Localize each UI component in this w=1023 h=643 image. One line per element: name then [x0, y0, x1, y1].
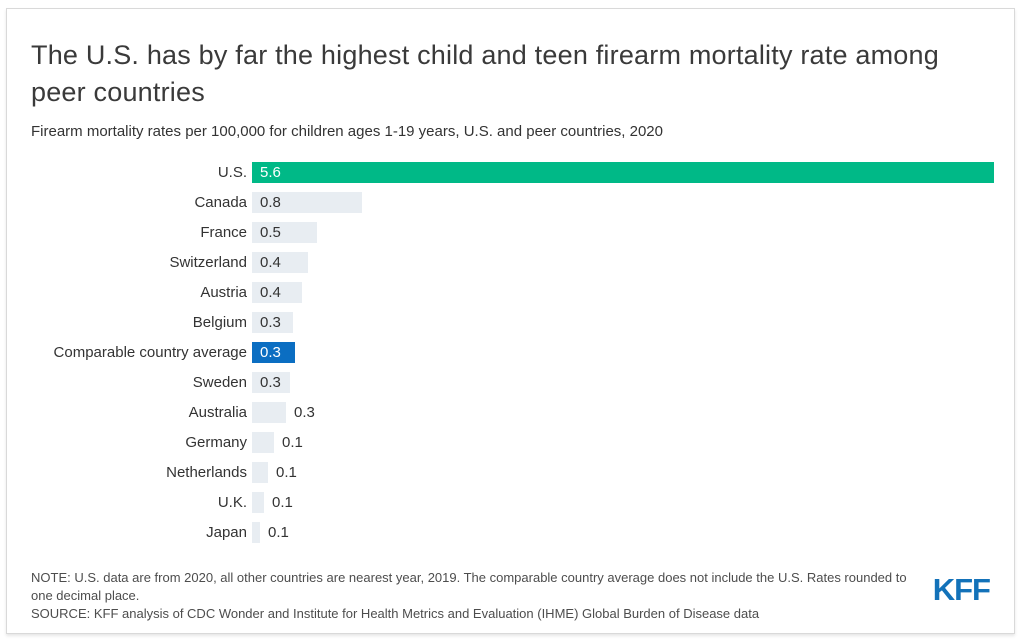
bar: 0.8	[252, 192, 362, 213]
value-label: 0.1	[276, 464, 297, 481]
bar-row: Japan 0.1	[31, 522, 990, 543]
value-label: 0.4	[260, 284, 281, 301]
country-label: Australia	[188, 404, 247, 421]
country-label: France	[200, 224, 247, 241]
bar	[252, 492, 264, 513]
bar: 0.5	[252, 222, 317, 243]
chart-subtitle: Firearm mortality rates per 100,000 for …	[31, 123, 663, 140]
country-label: U.S.	[217, 164, 247, 181]
kff-logo: KFF	[932, 572, 991, 607]
value-label: 0.1	[282, 434, 303, 451]
value-label: 0.3	[260, 314, 281, 331]
bar-row: U.K. 0.1	[31, 492, 990, 513]
value-label: 0.1	[268, 524, 289, 541]
bar-row: U.S. 5.6	[31, 162, 994, 183]
bar	[252, 522, 260, 543]
bar-row: Netherlands 0.1	[31, 462, 990, 483]
bar: 0.3	[252, 342, 295, 363]
value-label: 5.6	[260, 164, 281, 181]
value-label: 0.3	[294, 404, 315, 421]
bar-row: Canada 0.8	[31, 192, 990, 213]
bar-row: Belgium 0.3	[31, 312, 990, 333]
country-label: Netherlands	[166, 464, 247, 481]
footnotes: NOTE: U.S. data are from 2020, all other…	[31, 569, 911, 623]
bar	[252, 432, 274, 453]
value-label: 0.8	[260, 194, 281, 211]
source-text: SOURCE: KFF analysis of CDC Wonder and I…	[31, 606, 760, 621]
bar-row: Comparable country average 0.3	[31, 342, 990, 363]
country-label: Sweden	[192, 374, 247, 391]
country-label: Austria	[200, 284, 247, 301]
value-label: 0.3	[260, 374, 281, 391]
chart-footer: NOTE: U.S. data are from 2020, all other…	[31, 569, 991, 623]
chart-card: The U.S. has by far the highest child an…	[6, 8, 1015, 634]
country-label: U.K.	[217, 494, 247, 511]
value-label: 0.1	[272, 494, 293, 511]
bar	[252, 462, 268, 483]
bar: 0.4	[252, 252, 308, 273]
bar-row: Austria 0.4	[31, 282, 990, 303]
country-label: Japan	[206, 524, 247, 541]
country-label: Belgium	[192, 314, 247, 331]
bar: 5.6	[252, 162, 994, 183]
bar-row: Germany 0.1	[31, 432, 990, 453]
value-label: 0.3	[260, 344, 281, 361]
bar	[252, 402, 286, 423]
bar-row: Sweden 0.3	[31, 372, 990, 393]
bar-chart: U.S. 5.6 Canada 0.8 France 0.5 Switzerland 0.4 A…	[31, 162, 994, 543]
chart-title: The U.S. has by far the highest child an…	[31, 40, 939, 107]
bar: 0.3	[252, 312, 293, 333]
country-label: Comparable country average	[53, 344, 247, 361]
country-label: Germany	[185, 434, 247, 451]
bar-row: Australia 0.3	[31, 402, 990, 423]
country-label: Canada	[194, 194, 247, 211]
bar-row: Switzerland 0.4	[31, 252, 990, 273]
bar-row: France 0.5	[31, 222, 990, 243]
value-label: 0.4	[260, 254, 281, 271]
country-label: Switzerland	[169, 254, 247, 271]
value-label: 0.5	[260, 224, 281, 241]
note-text: NOTE: U.S. data are from 2020, all other…	[31, 570, 907, 603]
bar: 0.4	[252, 282, 302, 303]
bar: 0.3	[252, 372, 290, 393]
